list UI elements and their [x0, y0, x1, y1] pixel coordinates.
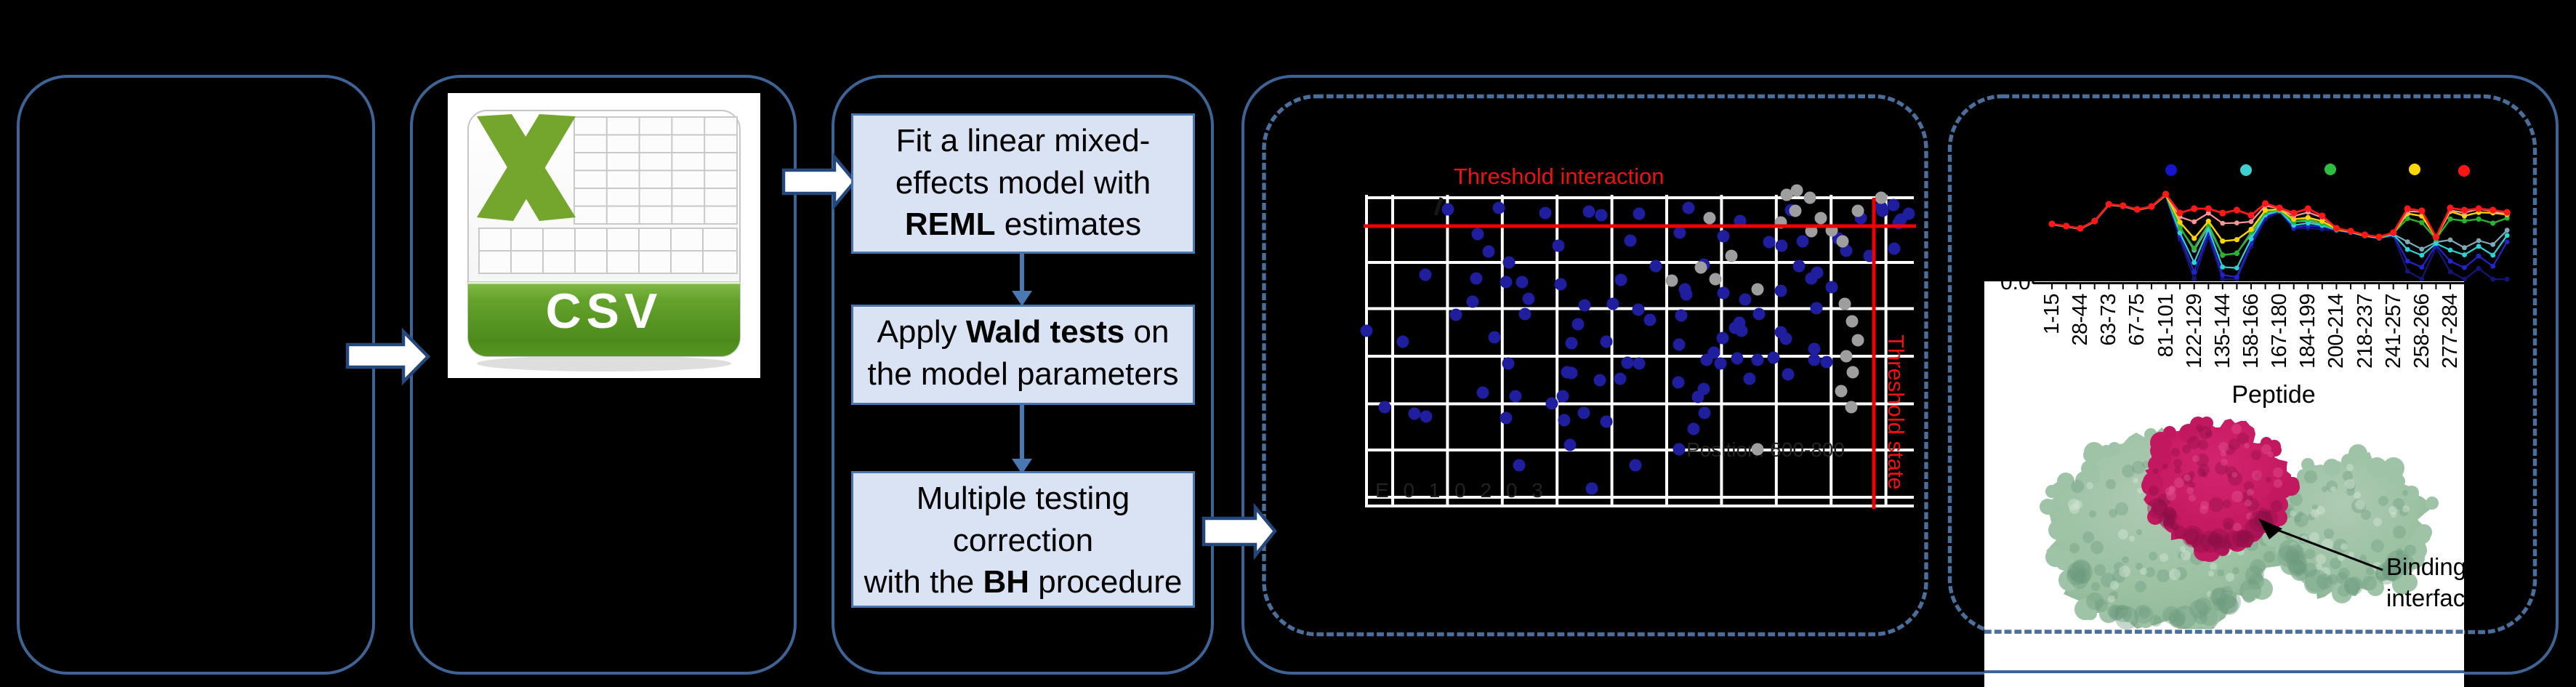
- svg-text:81-101: 81-101: [2154, 294, 2178, 357]
- svg-text:1-15: 1-15: [2040, 294, 2064, 334]
- svg-text:0.0: 0.0: [2000, 270, 2031, 294]
- svg-text:258-266: 258-266: [2410, 294, 2434, 369]
- svg-text:Threshold state: Threshold state: [1883, 334, 1909, 490]
- svg-text:158-166: 158-166: [2239, 294, 2263, 369]
- svg-text:67-75: 67-75: [2125, 294, 2149, 346]
- svg-text:Peptide: Peptide: [2231, 381, 2315, 409]
- svg-text:167-180: 167-180: [2268, 294, 2291, 369]
- svg-text:277-284: 277-284: [2439, 294, 2462, 369]
- svg-text:E 0 1 0 2 0 3: E 0 1 0 2 0 3: [1375, 479, 1547, 502]
- svg-text:interface: interface: [2386, 584, 2479, 611]
- svg-text:241-257: 241-257: [2382, 294, 2405, 369]
- svg-text:Position: 600-800: Position: 600-800: [1686, 438, 1845, 461]
- svg-text:Threshold interaction: Threshold interaction: [1454, 164, 1665, 189]
- svg-text:28-44: 28-44: [2069, 294, 2092, 346]
- svg-text:135-144: 135-144: [2211, 294, 2234, 369]
- svg-text:184-199: 184-199: [2296, 294, 2319, 369]
- svg-text:CSV: CSV: [546, 284, 663, 339]
- svg-text:63-73: 63-73: [2097, 294, 2120, 346]
- svg-text:218-237: 218-237: [2354, 294, 2377, 369]
- svg-text:200-214: 200-214: [2325, 294, 2348, 369]
- svg-text:Binding: Binding: [2386, 553, 2466, 580]
- svg-text:122-129: 122-129: [2183, 294, 2206, 369]
